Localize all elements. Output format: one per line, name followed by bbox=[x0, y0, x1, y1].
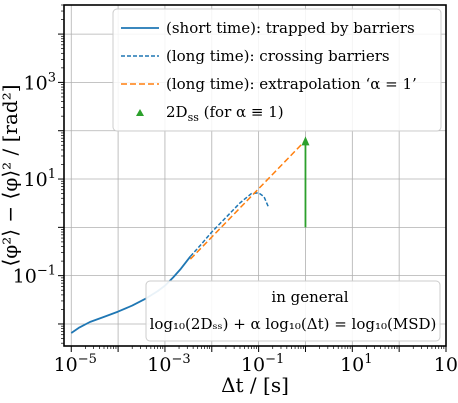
legend: (short time): trapped by barriers (long t… bbox=[112, 8, 442, 132]
marker-layer bbox=[301, 136, 310, 228]
x-tick-label: 10−1 bbox=[241, 352, 284, 376]
annotation-frame bbox=[145, 280, 441, 342]
legend-box bbox=[112, 8, 442, 132]
y-tick-label: 10−1 bbox=[13, 264, 56, 288]
x-tick-label: 103 bbox=[434, 352, 458, 376]
legend-swatch-triangle bbox=[136, 109, 144, 116]
series-layer bbox=[70, 139, 307, 334]
y-tick-label: 101 bbox=[24, 167, 56, 191]
series-line-1 bbox=[70, 255, 192, 334]
dss-marker bbox=[301, 136, 310, 146]
series-line-2 bbox=[189, 192, 269, 257]
x-axis-label: Δt / [s] bbox=[221, 373, 289, 397]
axis-ticks: 10−5 10−3 10−1 101 103 10−1 101 103 bbox=[13, 4, 458, 376]
y-axis-label: ⟨φ²⟩ − ⟨φ⟩² / [rad²] bbox=[0, 84, 22, 266]
legend-label: (short time): trapped by barriers bbox=[166, 19, 415, 37]
annotation-line-1: in general bbox=[271, 288, 348, 306]
series-line-3 bbox=[189, 139, 307, 260]
annotation-line-2: log₁₀(2Dₛₛ) + α log₁₀(Δt) = log₁₀(MSD) bbox=[150, 315, 437, 333]
plot-frame bbox=[63, 4, 447, 347]
legend-label: (long time): crossing barriers bbox=[166, 47, 390, 65]
x-tick-label: 10−3 bbox=[147, 352, 190, 376]
legend-label: 2Dss (for α ≡ 1) bbox=[166, 103, 284, 124]
x-tick-label: 10−5 bbox=[54, 352, 97, 376]
x-tick-label: 101 bbox=[340, 352, 372, 376]
annotation-box: in general log₁₀(2Dₛₛ) + α log₁₀(Δt) = lo… bbox=[145, 280, 441, 342]
legend-label: (long time): extrapolation ‘α = 1’ bbox=[166, 75, 417, 93]
y-tick-label: 103 bbox=[24, 70, 56, 94]
